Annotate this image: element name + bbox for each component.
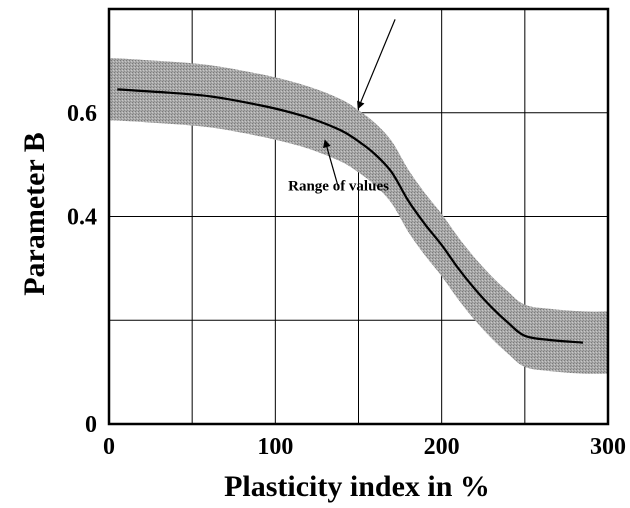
x-tick-label: 100 — [257, 434, 293, 460]
x-tick-label: 0 — [103, 434, 115, 460]
y-tick-label: 0 — [85, 412, 97, 438]
range-of-values-band — [109, 58, 608, 374]
y-tick-label: 0.4 — [67, 205, 97, 231]
annotation-arrows — [323, 19, 396, 189]
series — [117, 88, 584, 344]
x-tick-label: 300 — [590, 434, 626, 460]
y-axis-title: Parameter B — [18, 132, 51, 296]
annotation-arrow — [323, 139, 340, 189]
y-tick-labels: 0 0.4 0.6 — [67, 101, 97, 438]
x-tick-label: 200 — [424, 434, 460, 460]
annotation-arrow — [357, 19, 396, 110]
annotations: Range of values — [288, 179, 389, 195]
y-tick-label: 0.6 — [67, 101, 97, 127]
annotation-label: Range of values — [288, 179, 389, 195]
x-axis-title: Plasticity index in % — [224, 470, 490, 503]
x-tick-labels: 0 100 200 300 — [103, 434, 626, 460]
plot-frame — [107, 7, 610, 426]
series-line — [117, 88, 584, 344]
